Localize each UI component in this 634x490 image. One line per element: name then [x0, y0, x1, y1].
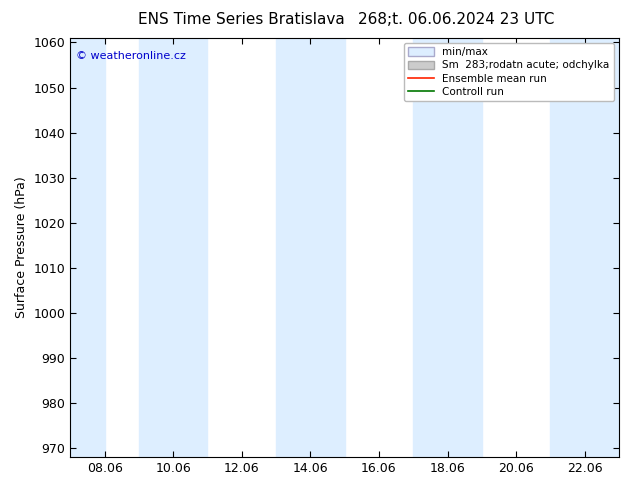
Text: 268;t. 06.06.2024 23 UTC: 268;t. 06.06.2024 23 UTC: [358, 12, 555, 27]
Bar: [139, 38, 207, 457]
Y-axis label: Surface Pressure (hPa): Surface Pressure (hPa): [15, 177, 28, 318]
Bar: [70, 38, 105, 457]
Text: ENS Time Series Bratislava: ENS Time Series Bratislava: [138, 12, 344, 27]
Bar: [550, 38, 619, 457]
Bar: [276, 38, 345, 457]
Legend: min/max, Sm  283;rodatn acute; odchylka, Ensemble mean run, Controll run: min/max, Sm 283;rodatn acute; odchylka, …: [404, 43, 614, 101]
Text: © weatheronline.cz: © weatheronline.cz: [76, 50, 186, 61]
Bar: [413, 38, 482, 457]
